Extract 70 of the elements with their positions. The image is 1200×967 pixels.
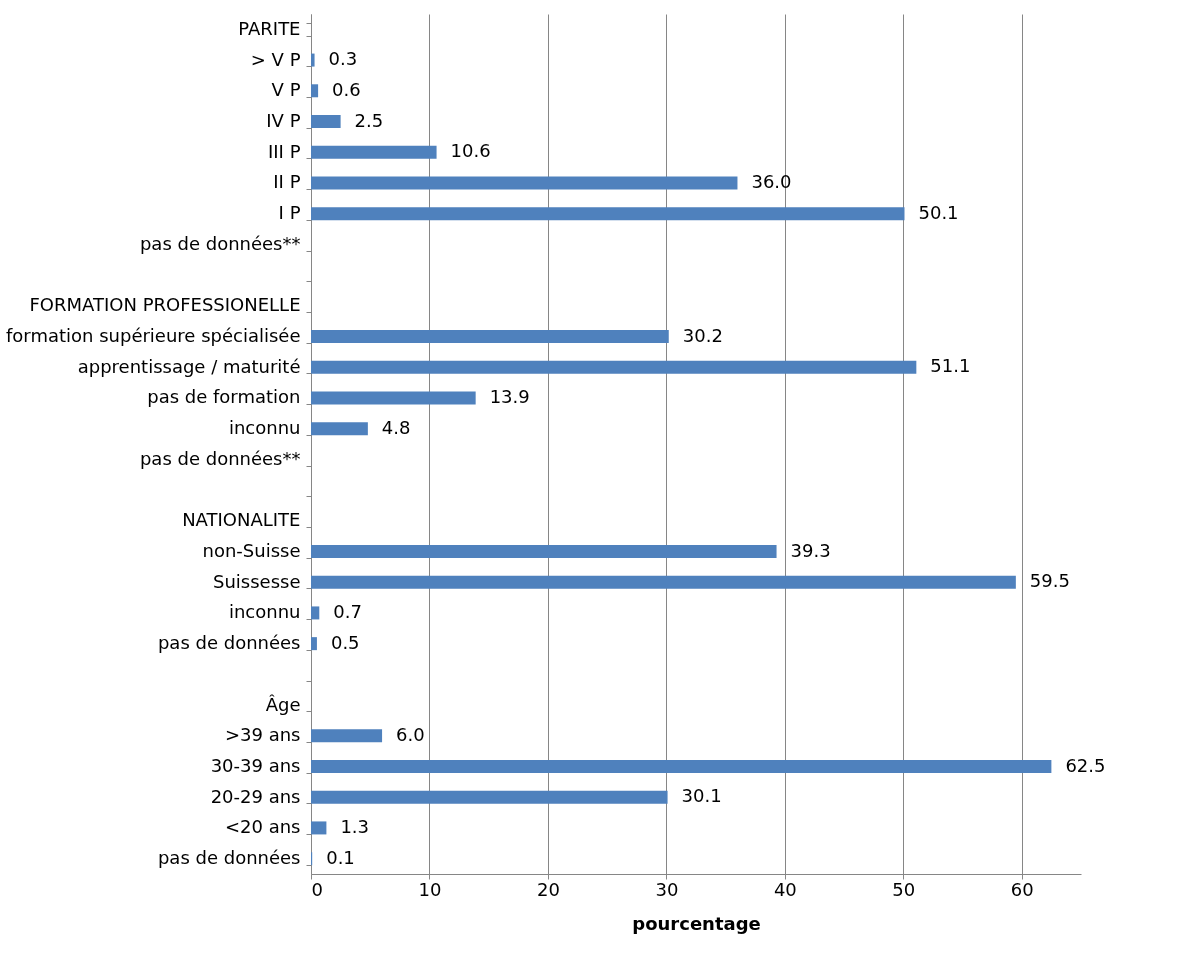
bar [311, 545, 777, 558]
bar [311, 422, 368, 436]
x-tick-label: 60 [1010, 878, 1034, 900]
y-tick-label: III P [267, 140, 301, 162]
x-tick-label: 0 [311, 878, 323, 900]
data-label: 0.6 [332, 78, 361, 100]
bar [311, 575, 1016, 589]
y-tick-label: Suissesse [213, 570, 301, 592]
data-label: 0.5 [330, 631, 360, 653]
bar [311, 606, 320, 620]
data-label: 30.2 [682, 324, 723, 346]
y-tick-label: NATIONALITE [182, 509, 301, 531]
data-label: 59.5 [1029, 570, 1070, 592]
bar [311, 821, 327, 835]
y-tick-label: apprentissage / maturité [77, 355, 301, 377]
data-label: 6.0 [396, 723, 425, 745]
y-tick-label: >39 ans [224, 724, 301, 746]
bar [311, 330, 669, 343]
y-tick-label: 30-39 ans [210, 755, 301, 776]
bar [311, 391, 476, 405]
y-tick-label: pas de données [157, 847, 301, 869]
y-tick-label: <20 ans [224, 816, 301, 838]
y-tick-label: pas de données** [139, 447, 301, 469]
bar [311, 360, 917, 374]
y-tick-label: formation supérieure spécialisée [5, 325, 301, 346]
y-tick-label: inconnu [228, 601, 301, 623]
bar [311, 760, 1052, 773]
y-tick-label: pas de données** [139, 232, 301, 254]
y-tick-label: non-Suisse [202, 540, 301, 561]
bar [311, 115, 341, 128]
data-label: 51.1 [930, 355, 971, 377]
y-tick-label: inconnu [228, 417, 301, 439]
bar [311, 53, 315, 67]
bar [311, 790, 668, 804]
bar [311, 729, 383, 743]
y-tick-label: I P [278, 202, 301, 224]
data-label: 30.1 [681, 785, 722, 807]
y-tick-label: > V P [250, 48, 301, 70]
x-axis-title: pourcentage [632, 912, 761, 934]
y-tick-label: pas de données [157, 632, 301, 654]
data-label: 0.3 [328, 48, 358, 70]
bar [311, 637, 317, 651]
y-tick-label: pas de formation [147, 386, 301, 408]
y-tick-label: V P [271, 79, 301, 101]
data-label: 13.9 [489, 385, 530, 407]
bar [311, 145, 437, 159]
data-label: 0.7 [333, 600, 362, 622]
data-label: 2.5 [354, 109, 384, 131]
data-label: 4.8 [381, 416, 411, 438]
y-tick-label: PARITE [238, 17, 301, 39]
data-label: 36.0 [751, 170, 792, 192]
y-tick-label: Âge [265, 693, 301, 715]
bar [311, 84, 319, 98]
y-tick-label: 20-29 ans [210, 785, 301, 807]
x-tick-label: 10 [418, 878, 442, 900]
bar [311, 207, 905, 221]
data-label: 50.1 [918, 201, 959, 223]
data-label: 10.6 [450, 140, 491, 162]
y-tick-label: II P [273, 171, 301, 193]
x-tick-label: 30 [655, 878, 679, 900]
data-label: 39.3 [790, 539, 831, 561]
x-tick-label: 50 [892, 878, 916, 900]
data-label: 0.1 [326, 846, 355, 868]
y-tick-label: FORMATION PROFESSIONELLE [29, 294, 301, 316]
data-label: 1.3 [340, 815, 370, 837]
bar [311, 176, 738, 190]
data-label: 62.5 [1065, 754, 1106, 776]
y-tick-label: IV P [266, 110, 301, 131]
x-tick-label: 40 [773, 878, 797, 900]
x-tick-label: 20 [536, 878, 560, 900]
